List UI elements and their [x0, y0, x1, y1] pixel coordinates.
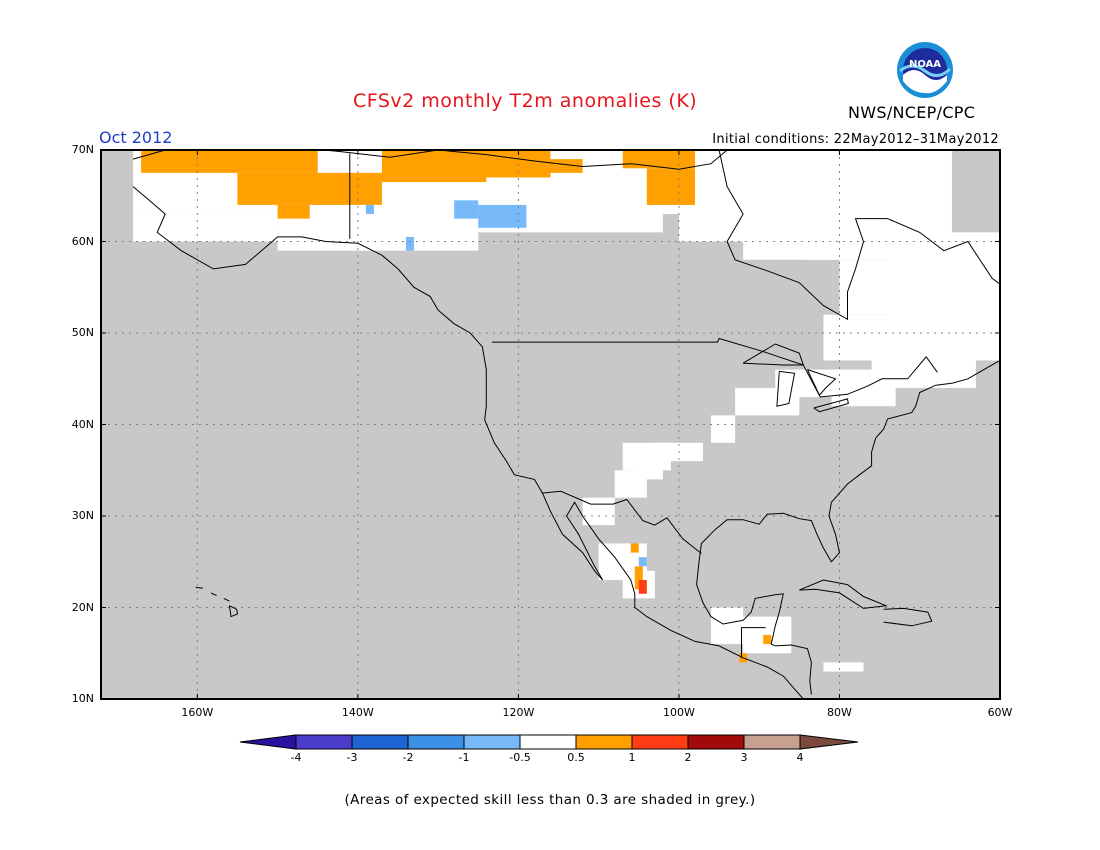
positive-anomaly-area	[622, 150, 695, 169]
colorbar-swatch	[351, 734, 409, 750]
colorbar-swatch	[519, 734, 577, 750]
hawaii-island	[223, 597, 230, 602]
positive-anomaly-area	[634, 566, 643, 590]
lake-huron	[806, 369, 837, 397]
colorbar-label: -3	[346, 751, 358, 764]
lon-label: 120W	[502, 706, 535, 719]
lake-michigan	[776, 370, 796, 407]
colorbar-label: 2	[684, 751, 692, 764]
near-normal-area	[823, 662, 864, 672]
lat-label: 10N	[71, 692, 94, 705]
lon-label: 140W	[341, 706, 374, 719]
positive-anomaly-area	[141, 150, 318, 173]
us-canada-border	[491, 337, 938, 398]
pacific-coastline	[132, 186, 805, 699]
hawaii-island	[195, 586, 203, 589]
colorbar-label: -2	[402, 751, 414, 764]
colorbar-swatch	[743, 734, 801, 750]
negative-anomaly-area	[454, 200, 479, 219]
arctic-coastline	[132, 150, 728, 170]
near-normal-area	[743, 214, 840, 260]
colorbar-swatch	[575, 734, 633, 750]
forecast-month: Oct 2012	[99, 128, 173, 147]
lake-erie	[813, 398, 849, 413]
colorbar-label: -1	[458, 751, 470, 764]
svg-text:NOAA: NOAA	[909, 59, 941, 70]
cuba-outline	[799, 579, 888, 609]
near-normal-area	[133, 214, 278, 242]
negative-anomaly-area	[478, 204, 527, 228]
colorbar-right-arrow	[799, 734, 859, 750]
lon-label: 60W	[987, 706, 1013, 719]
initial-conditions: Initial conditions: 22May2012–31May2012	[712, 132, 999, 147]
noaa-logo: NOAA	[897, 42, 953, 98]
colorbar-label: -4	[290, 751, 302, 764]
hudson-bay-coastline	[718, 150, 1000, 321]
colorbar-left-arrow	[239, 734, 297, 750]
colorbar-label: 4	[796, 751, 804, 764]
colorbar-swatch	[463, 734, 521, 750]
near-normal-area	[839, 259, 1000, 315]
lat-label: 70N	[71, 143, 94, 156]
skill-footnote: (Areas of expected skill less than 0.3 a…	[344, 792, 756, 808]
hawaii-island	[228, 605, 239, 618]
colorbar-swatch	[407, 734, 465, 750]
negative-anomaly-area	[638, 557, 647, 567]
negative-anomaly-area	[365, 204, 374, 215]
near-normal-area	[711, 415, 736, 443]
us-mexico-border	[541, 490, 702, 554]
near-normal-area	[582, 497, 615, 526]
near-normal-area	[847, 369, 880, 388]
lat-label: 30N	[71, 509, 94, 522]
atlantic-gulf-coastline	[696, 359, 1000, 695]
map-title: CFSv2 monthly T2m anomalies (K)	[353, 90, 698, 112]
agency-label: NWS/NCEP/CPC	[848, 103, 976, 122]
near-normal-area	[277, 204, 479, 251]
colorbar-label: -0.5	[509, 751, 531, 764]
colorbar-label: 3	[740, 751, 748, 764]
positive-anomaly-area	[446, 150, 551, 178]
lon-label: 80W	[827, 706, 852, 719]
positive-anomaly-area	[646, 168, 695, 205]
positive-anomaly-area	[763, 634, 772, 645]
lat-label: 60N	[71, 234, 94, 248]
lat-label: 20N	[71, 600, 94, 614]
lat-label: 40N	[71, 417, 94, 431]
grid-lines	[101, 150, 1000, 699]
positive-anomaly-area	[630, 543, 639, 553]
positive-anomaly-area	[237, 172, 382, 205]
hawaii-island	[210, 592, 217, 597]
near-normal-area	[638, 451, 663, 480]
colorbar-label: 0.5	[567, 751, 585, 764]
near-normal-area	[711, 607, 744, 645]
coastlines	[132, 150, 1000, 699]
lat-label: 50N	[71, 326, 94, 339]
lon-label: 100W	[662, 706, 695, 719]
positive-anomaly-area	[277, 204, 310, 219]
colorbar-swatch	[687, 734, 745, 750]
colorbar	[239, 734, 859, 750]
colorbar-swatch	[631, 734, 689, 750]
near-normal-area	[735, 387, 800, 416]
negative-anomaly-area	[406, 236, 415, 251]
hispaniola-outline	[883, 607, 933, 627]
colorbar-label: 1	[628, 751, 636, 764]
mexico-guatemala-border	[741, 627, 766, 658]
lake-superior	[742, 343, 804, 366]
strong-positive-anomaly-area	[638, 580, 647, 594]
colorbar-swatch	[295, 734, 353, 750]
lon-label: 160W	[181, 706, 214, 719]
